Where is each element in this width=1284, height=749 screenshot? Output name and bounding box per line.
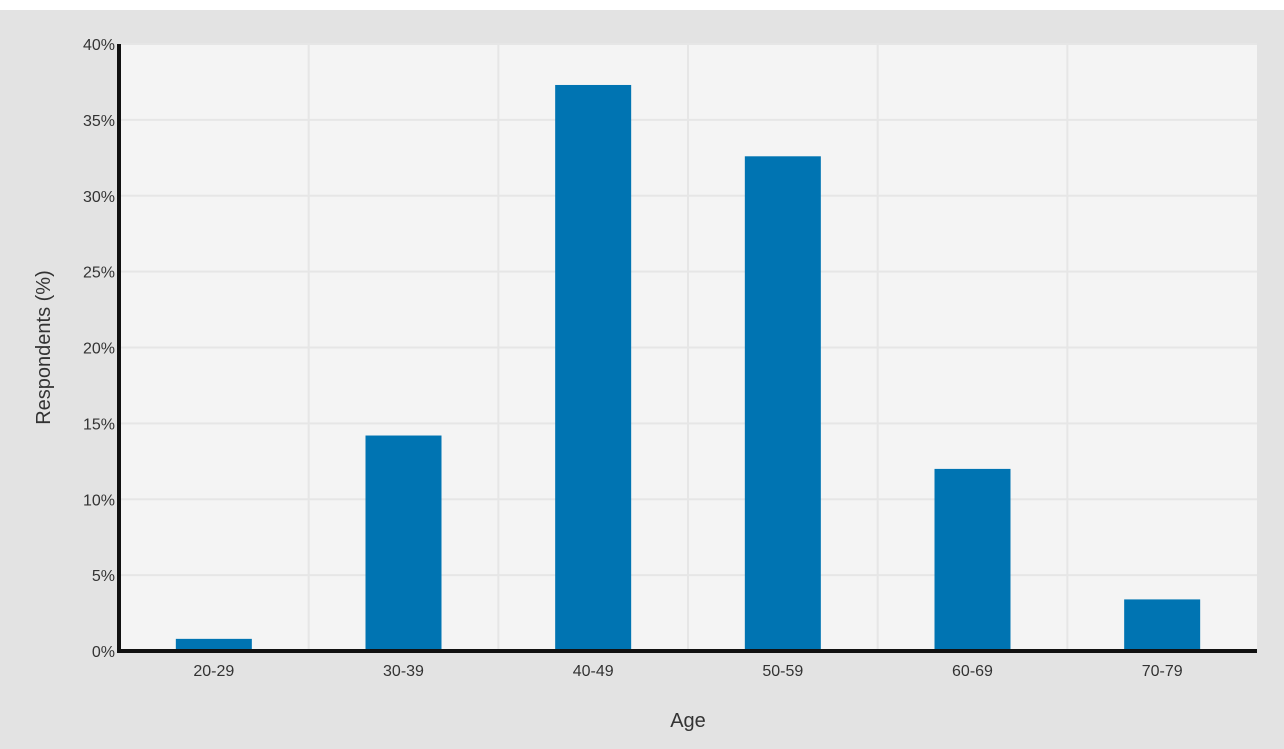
y-tick-label: 10% xyxy=(83,492,115,509)
x-tick-label: 30-39 xyxy=(383,663,424,680)
bar-70-79 xyxy=(1124,599,1201,651)
y-tick-label: 15% xyxy=(83,416,115,433)
bar-20-29 xyxy=(175,638,252,651)
y-axis-title: Respondents (%) xyxy=(33,270,55,425)
x-tick-labels: 20-29 30-39 40-49 50-59 60-69 70-79 xyxy=(193,663,1182,680)
bar-40-49 xyxy=(555,84,632,651)
x-tick-label: 50-59 xyxy=(762,663,803,680)
bar-50-59 xyxy=(744,156,821,652)
y-tick-label: 5% xyxy=(92,568,115,585)
y-tick-label: 20% xyxy=(83,341,115,358)
x-tick-label: 40-49 xyxy=(573,663,614,680)
bar-60-69 xyxy=(934,468,1011,651)
y-tick-labels: 0% 5% 10% 15% 20% 25% 30% 35% 40% xyxy=(83,37,115,661)
grid-lines xyxy=(119,43,1257,652)
bar-30-39 xyxy=(365,435,442,651)
x-tick-label: 70-79 xyxy=(1142,663,1183,680)
x-tick-label: 20-29 xyxy=(193,663,234,680)
y-tick-label: 25% xyxy=(83,265,115,282)
y-tick-label: 30% xyxy=(83,189,115,206)
x-tick-label: 60-69 xyxy=(952,663,993,680)
x-axis-title: Age xyxy=(670,710,706,732)
bars xyxy=(175,84,1201,652)
y-tick-label: 0% xyxy=(92,644,115,661)
y-tick-label: 40% xyxy=(83,37,115,54)
y-tick-label: 35% xyxy=(83,113,115,130)
